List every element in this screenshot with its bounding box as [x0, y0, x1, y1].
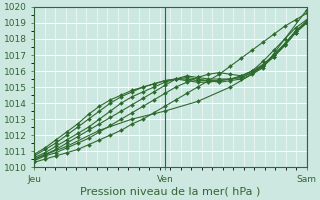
X-axis label: Pression niveau de la mer( hPa ): Pression niveau de la mer( hPa ) [80, 187, 260, 197]
